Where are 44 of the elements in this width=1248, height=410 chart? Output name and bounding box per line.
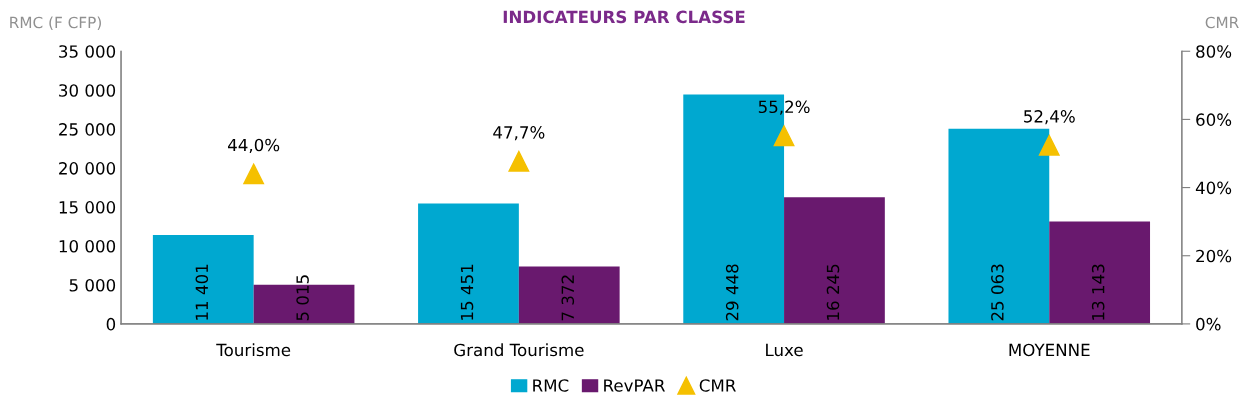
y2-tick-label: 0% <box>1196 317 1221 331</box>
y2-tick-label: 60% <box>1196 113 1232 126</box>
legend-label: CMR <box>699 379 736 392</box>
chart-title: INDICATEURS PAR CLASSE <box>503 10 745 24</box>
point <box>243 163 265 185</box>
y-tick-label: 0 <box>106 317 116 331</box>
y-tick-label: 10 000 <box>59 239 116 253</box>
bar <box>518 266 620 324</box>
data-label: 7 372 <box>561 275 575 321</box>
data-label: 11 401 <box>195 264 209 320</box>
y-tick-label: 20 000 <box>59 162 116 175</box>
x-tick-label: MOYENNE <box>1009 343 1090 357</box>
y2-tick-label: 80% <box>1196 45 1232 58</box>
bar <box>948 128 1050 324</box>
point <box>773 125 795 147</box>
data-label: 15 451 <box>460 264 474 320</box>
y-tick-label: 5 000 <box>69 278 116 292</box>
data-label: 5 015 <box>296 275 309 321</box>
legend-label: RMC <box>533 379 569 392</box>
y-axis-title: RMC (F CFP) <box>10 16 101 31</box>
bar <box>418 203 519 324</box>
bar <box>784 197 885 324</box>
y-tick-label: 35 000 <box>59 45 116 58</box>
y-tick-label: 30 000 <box>59 84 116 97</box>
point <box>1038 134 1060 156</box>
y2-tick-label: 20% <box>1196 249 1232 263</box>
x-tick-label: Grand Tourisme <box>454 343 584 357</box>
y-tick-label: 25 000 <box>59 123 116 136</box>
data-label: 44,0% <box>228 138 280 153</box>
data-label: 47,7% <box>493 126 545 141</box>
point <box>508 150 530 172</box>
data-label: 16 245 <box>826 264 840 320</box>
legend-label: RevPAR <box>604 379 665 392</box>
data-label: 29 448 <box>725 264 739 321</box>
y2-tick-label: 40% <box>1195 181 1232 195</box>
x-tick-label: Luxe <box>766 343 803 357</box>
bar <box>1049 221 1151 324</box>
data-label: 52,4% <box>1024 110 1075 125</box>
x-tick-label: Tourisme <box>216 343 291 357</box>
data-label: 25 063 <box>991 264 1004 321</box>
y2-axis-title: CMR <box>1205 16 1239 29</box>
data-label: 13 143 <box>1091 264 1105 320</box>
bar <box>152 235 254 324</box>
y-tick-label: 15 000 <box>59 201 116 214</box>
